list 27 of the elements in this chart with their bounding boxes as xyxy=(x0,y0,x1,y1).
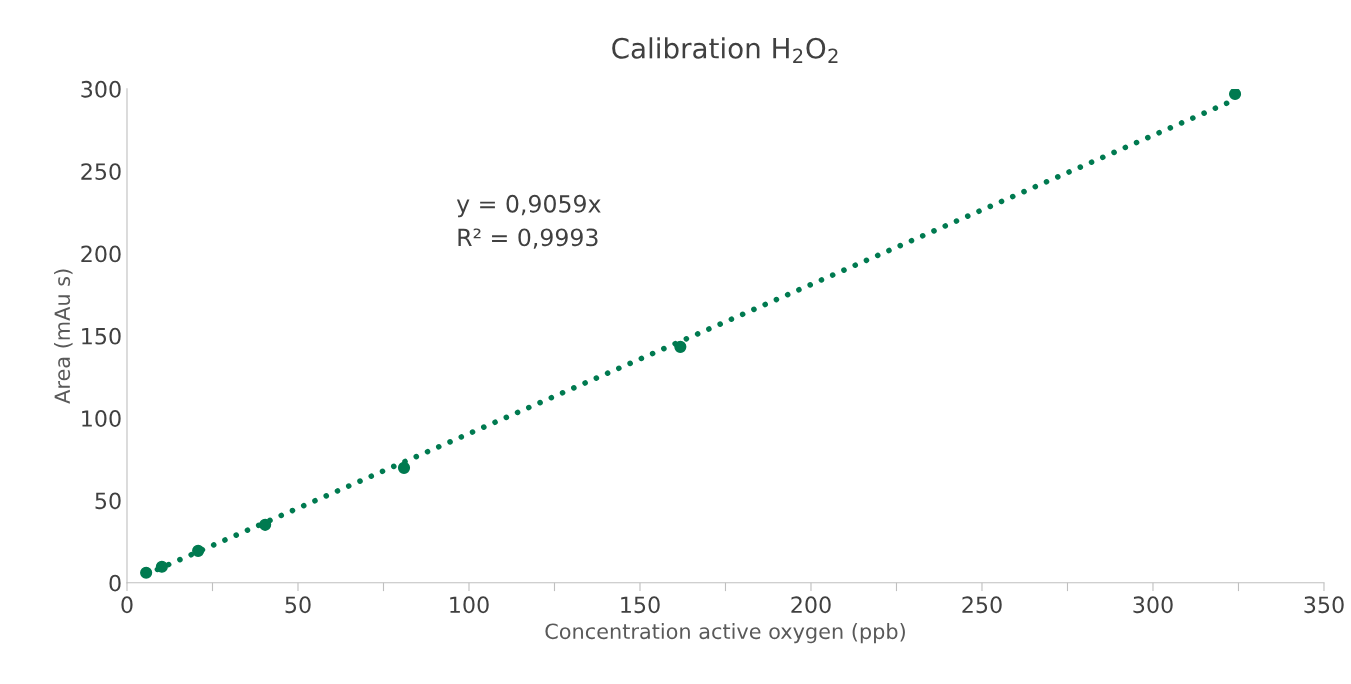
point xyxy=(1228,88,1242,101)
y-tick-label: 150 xyxy=(82,327,121,345)
x-tick-label: 300 xyxy=(1133,596,1173,614)
y-tick-label: 0 xyxy=(109,574,121,592)
x-tick-label: 0 xyxy=(121,596,133,614)
point xyxy=(192,544,205,557)
y-tick-label: 50 xyxy=(95,492,121,510)
x-tick-label: 200 xyxy=(791,596,831,614)
point xyxy=(259,518,272,531)
point xyxy=(155,560,168,573)
y-tick-label: 300 xyxy=(81,80,121,98)
x-axis-title: Concentration active oxygen (ppb) xyxy=(545,623,905,644)
y-tick-label: 100 xyxy=(82,410,121,427)
x-tick-label: 150 xyxy=(621,596,660,614)
point xyxy=(397,461,411,474)
y-axis-title: Area (mAu s) xyxy=(54,269,73,404)
x-tick-label: 50 xyxy=(285,596,311,614)
x-tick-label: 100 xyxy=(450,596,489,614)
point xyxy=(674,340,687,353)
chart-title: Calibration H$_{2}$O$_{2}$ xyxy=(612,37,838,63)
x-tick-label: 250 xyxy=(962,596,1002,614)
x-tick-label: 350 xyxy=(1304,596,1344,614)
y-tick-label: 200 xyxy=(81,245,121,263)
annotation: R² = 0,9993 xyxy=(458,228,598,249)
y-tick-label: 250 xyxy=(81,163,121,180)
point xyxy=(140,566,153,579)
annotation: y = 0,9059x xyxy=(456,194,601,218)
